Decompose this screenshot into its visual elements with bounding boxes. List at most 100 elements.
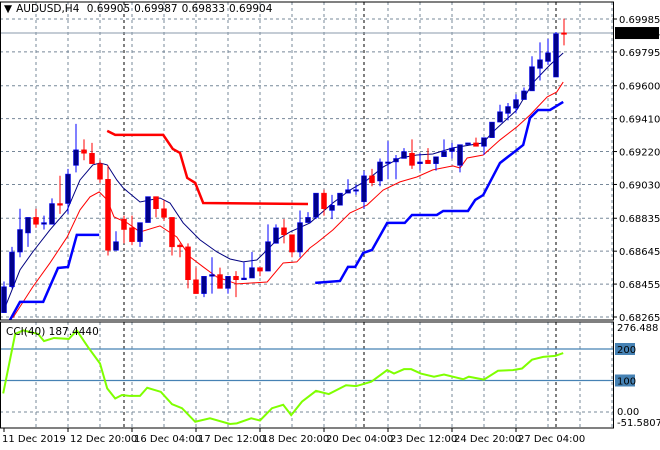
candle [193, 267, 199, 294]
candle [233, 271, 239, 298]
time-tick-label: 16 Dec 04:00 [134, 434, 201, 445]
cci-level-label: 200 [617, 345, 636, 356]
candle-body [1, 286, 7, 313]
cci-panel-frame [0, 321, 614, 429]
candle [137, 222, 143, 247]
candle [113, 231, 119, 251]
candle [105, 165, 111, 256]
candle-body [153, 196, 159, 209]
candle-body [481, 137, 487, 147]
candle [425, 148, 431, 164]
candle-body [377, 161, 383, 182]
candle [417, 153, 423, 171]
candle-body [313, 192, 319, 218]
close-value: 0.69904 [229, 3, 273, 15]
candle [257, 267, 263, 277]
candle-body [337, 192, 343, 206]
candle [265, 224, 271, 272]
current-price-label: 0.69904 [619, 29, 660, 40]
candle [449, 142, 455, 159]
series-lower-stop-b [315, 100, 564, 285]
candle [409, 139, 415, 169]
time-tick-label: 11 Dec 2019 [2, 434, 66, 445]
candle-body [41, 222, 47, 225]
series-ma-fast [3, 52, 564, 311]
candle [129, 215, 135, 246]
candle-body [329, 205, 335, 211]
candle-body [49, 203, 55, 225]
candle-body [217, 274, 223, 289]
candle-body [361, 175, 367, 203]
candle [529, 56, 535, 92]
candle-body [369, 175, 375, 183]
candle-body [297, 222, 303, 253]
candle [57, 175, 63, 214]
time-tick-label: 23 Dec 12:00 [390, 434, 457, 445]
candle [249, 252, 255, 279]
candle-body [25, 217, 31, 234]
candles [1, 18, 567, 313]
price-tick-label: 0.68835 [619, 214, 660, 225]
candle-body [537, 59, 543, 69]
candle-body [321, 192, 327, 209]
time-tick-label: 27 Dec 04:00 [518, 434, 585, 445]
price-tick-label: 0.69220 [619, 148, 660, 159]
candle-body [201, 276, 207, 294]
candle [433, 156, 439, 171]
candle [241, 262, 247, 281]
candle-body [497, 111, 503, 123]
current-price-badge [615, 27, 659, 40]
open-value: 0.69905 [86, 3, 131, 15]
candle-body [489, 121, 495, 138]
candle-body [241, 277, 247, 281]
indicator-lines [3, 52, 564, 321]
candle-body [169, 217, 175, 248]
candle-body [113, 241, 119, 251]
candle [521, 87, 527, 100]
candle [225, 276, 231, 294]
triangle-down-icon[interactable]: ▼ [4, 3, 13, 15]
candle-body [265, 241, 271, 272]
candle [545, 38, 551, 65]
candle-body [17, 229, 23, 253]
candle [537, 42, 543, 81]
candle-body [289, 234, 295, 253]
candle [481, 137, 487, 156]
grid [0, 2, 613, 428]
cci-level-label: 100 [617, 377, 636, 388]
candle [473, 137, 479, 147]
candle [281, 219, 287, 244]
cci-axis-label: 0.00 [617, 407, 639, 418]
candle [169, 217, 175, 256]
price-tick-label: 0.69600 [619, 82, 660, 93]
candle [553, 31, 559, 78]
candle [177, 243, 183, 258]
series-upper-stop [106, 129, 309, 206]
price-tick-label: 0.69985 [619, 15, 660, 26]
candle [217, 267, 223, 289]
candle [49, 198, 55, 225]
candle [297, 210, 303, 258]
cci-level-badge [615, 374, 635, 387]
candle-body [89, 153, 95, 164]
candle-body [161, 208, 167, 218]
candle [17, 208, 23, 258]
price-tick-label: 0.69410 [619, 115, 660, 126]
candle-body [105, 179, 111, 251]
candle-body [529, 66, 535, 92]
price-tick-label: 0.69030 [619, 180, 660, 191]
candle [121, 215, 127, 244]
candle [81, 139, 87, 161]
time-tick-label: 20 Dec 04:00 [326, 434, 393, 445]
candle [313, 192, 319, 220]
symbol-label: AUDUSD,H4 [16, 3, 80, 15]
candle-body [97, 163, 103, 180]
candle-body [505, 106, 511, 114]
candle [89, 142, 95, 164]
candle-body [513, 99, 519, 109]
candle-body [137, 222, 143, 242]
candle [385, 141, 391, 180]
candle-body [257, 267, 263, 272]
